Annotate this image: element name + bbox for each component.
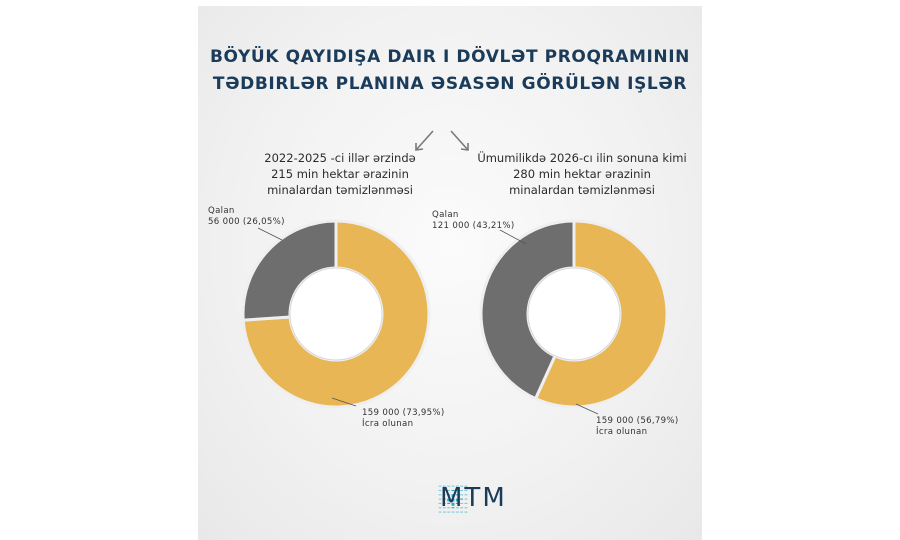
left-remaining-leader	[257, 227, 283, 241]
right-remaining-name: Qalan	[432, 210, 459, 220]
logo-text: MTM	[440, 483, 507, 513]
logo-mark	[460, 498, 464, 500]
right-heading-line-3: minalardan təmizlənməsi	[509, 183, 655, 197]
logo-mark	[464, 485, 468, 487]
logo-mark	[447, 498, 451, 502]
logo-mark	[438, 511, 442, 513]
mtm-logo-icon	[438, 485, 468, 513]
logo-mark	[460, 511, 464, 513]
logo-mark	[464, 502, 468, 504]
logo-mark	[451, 502, 455, 506]
logo-mark	[438, 507, 442, 509]
logo-mark	[447, 489, 451, 492]
logo-mark	[455, 511, 459, 513]
right-done-label: 159 000 (56,79%) İcra olunan	[596, 416, 679, 438]
right-remaining-value: 121 000 (43,21%)	[432, 221, 515, 231]
logo-mark	[451, 511, 455, 513]
logo-mark	[438, 494, 442, 496]
logo-mark	[451, 507, 455, 509]
right-done-name: İcra olunan	[596, 427, 648, 437]
left-heading-line-2: 215 min hektar ərazinin	[271, 167, 409, 181]
right-heading-line-1: Ümumilikdə 2026-cı ilin sonuna kimi	[477, 151, 687, 165]
logo-mark	[442, 511, 446, 513]
left-heading-line-3: minalardan təmizlənməsi	[267, 183, 413, 197]
right-remaining-label: Qalan 121 000 (43,21%)	[432, 210, 515, 232]
left-done-value: 159 000 (73,95%)	[362, 408, 445, 418]
logo-mark	[455, 485, 459, 487]
logo-mark	[442, 489, 446, 492]
logo-mark	[451, 489, 455, 492]
logo-mark	[442, 502, 446, 504]
left-heading-line-1: 2022-2025 -ci illər ərzində	[264, 151, 416, 165]
logo-mark	[442, 485, 446, 487]
logo-mark	[455, 502, 459, 504]
logo-mark	[464, 511, 468, 513]
logo-mark	[464, 494, 468, 496]
logo-mark	[451, 498, 455, 502]
right-done-leader	[575, 403, 599, 415]
left-remaining-name: Qalan	[208, 206, 235, 216]
right-chart-heading: Ümumilikdə 2026-cı ilin sonuna kimi 280 …	[470, 150, 694, 198]
left-remaining-label: Qalan 56 000 (26,05%)	[208, 206, 285, 228]
logo-mark	[455, 498, 459, 502]
logo-mark	[460, 507, 464, 509]
left-remaining-value: 56 000 (26,05%)	[208, 217, 285, 227]
title-line-2: TƏDBIRLƏR PLANINA ƏSASƏN GÖRÜLƏN IŞLƏR	[212, 74, 688, 94]
page-title: BÖYÜK QAYIDIŞA DAIR I DÖVLƏT PROQRAMININ…	[0, 44, 900, 98]
right-done-value: 159 000 (56,79%)	[596, 416, 679, 426]
left-done-label: 159 000 (73,95%) İcra olunan	[362, 408, 445, 430]
logo-mark	[464, 507, 468, 509]
left-donut-hole	[289, 267, 383, 361]
arrow-left-icon	[415, 130, 434, 151]
logo-mark	[460, 494, 464, 496]
logo-mark	[455, 494, 459, 496]
logo-mark	[447, 494, 451, 496]
logo-mark	[460, 489, 464, 492]
left-chart-heading: 2022-2025 -ci illər ərzində 215 min hekt…	[240, 150, 440, 198]
logo-mark	[451, 494, 455, 498]
logo-mark	[447, 507, 451, 509]
title-line-1: BÖYÜK QAYIDIŞA DAIR I DÖVLƏT PROQRAMININ	[210, 47, 690, 67]
left-done-leader	[331, 397, 357, 407]
logo-mark	[442, 507, 446, 509]
left-done-name: İcra olunan	[362, 419, 414, 429]
logo-mark	[464, 489, 468, 492]
logo-mark	[447, 502, 451, 504]
logo-mark	[438, 489, 442, 492]
donut-chart-right	[479, 219, 669, 409]
logo-mark	[447, 485, 451, 487]
right-heading-line-2: 280 min hektar ərazinin	[513, 167, 651, 181]
logo-mark	[442, 498, 446, 500]
logo-mark	[438, 502, 442, 504]
logo-mark	[451, 485, 455, 487]
logo-mark	[455, 489, 459, 492]
logo-mark	[438, 485, 442, 487]
logo-mark	[464, 498, 468, 500]
arrow-right-icon	[450, 130, 469, 151]
logo-mark	[442, 494, 446, 496]
logo-mark	[460, 485, 464, 487]
donut-chart-left	[241, 219, 431, 409]
logo-mark	[438, 498, 442, 500]
logo-mark	[460, 502, 464, 504]
logo-mark	[455, 507, 459, 509]
right-donut-hole	[527, 267, 621, 361]
logo-mark	[447, 511, 451, 513]
right-remaining-leader	[499, 229, 527, 245]
